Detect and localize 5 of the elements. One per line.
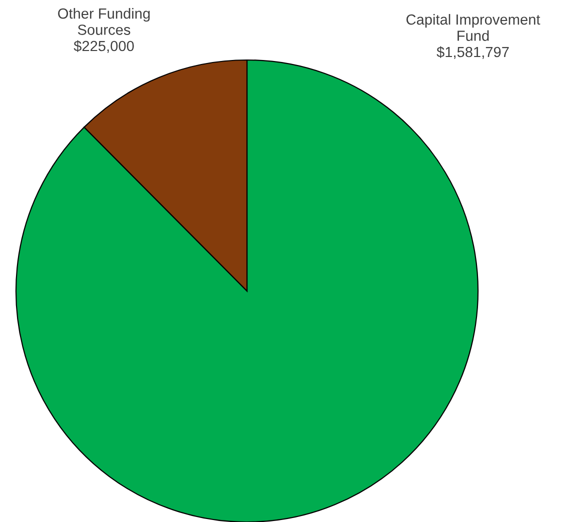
slice-label: Capital Improvement Fund — [406, 14, 540, 41]
data-label: $225,000 — [74, 40, 134, 53]
data-label: $1,581,797 — [436, 46, 509, 59]
pie-slice — [15, 59, 479, 522]
slice-label: Other Funding Sources — [58, 8, 150, 35]
